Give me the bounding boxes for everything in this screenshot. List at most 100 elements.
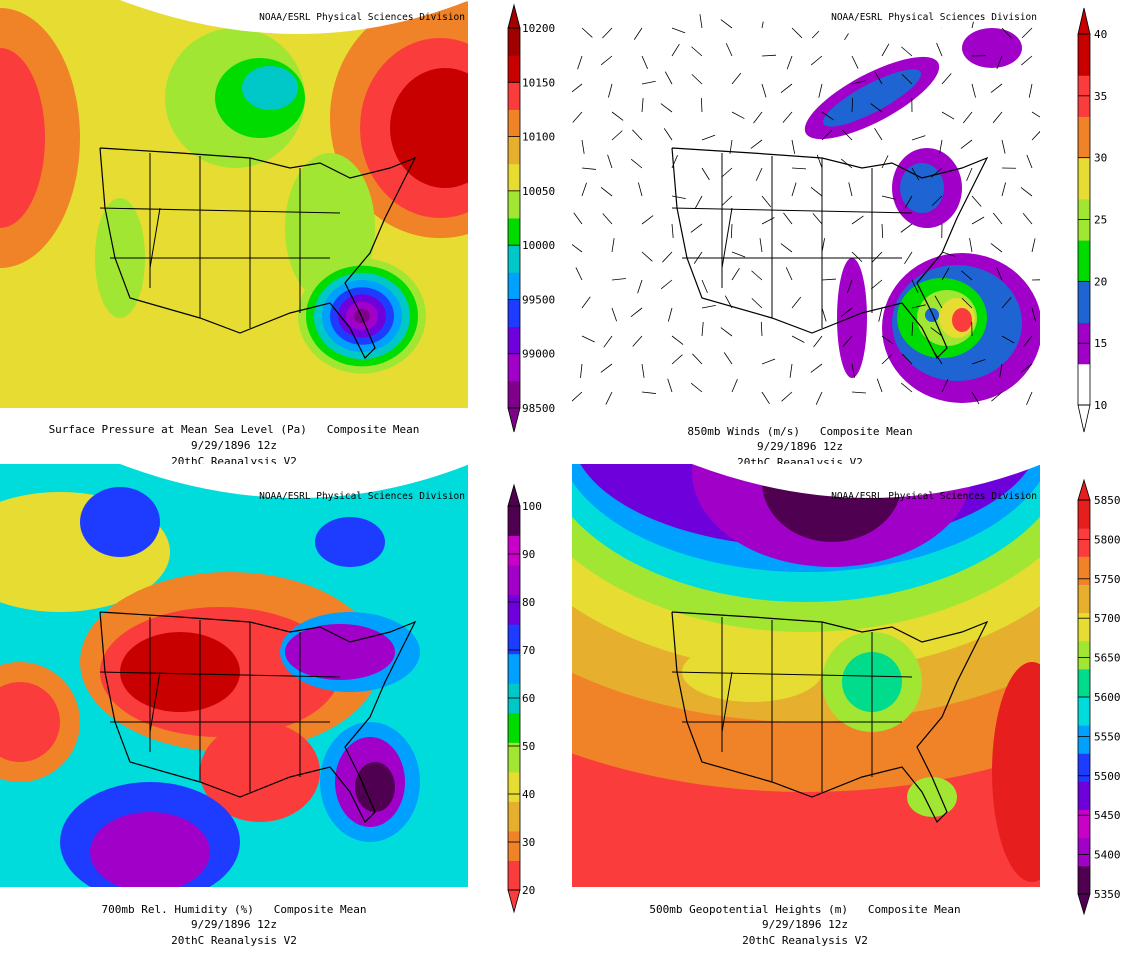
wind-arrow bbox=[1026, 391, 1033, 406]
wind-arrow bbox=[870, 103, 883, 113]
wind-arrow bbox=[671, 43, 680, 57]
wind-arrow bbox=[581, 27, 593, 38]
colorbar-band bbox=[1078, 668, 1090, 698]
wind-arrow bbox=[996, 266, 1003, 281]
contour-region bbox=[242, 66, 298, 110]
colorbar-label: 20 bbox=[1094, 275, 1107, 288]
wind-arrow bbox=[671, 195, 686, 200]
state-border bbox=[721, 207, 733, 269]
wind-arrow bbox=[780, 83, 793, 93]
wind-arrow bbox=[939, 139, 943, 154]
wind-arrow bbox=[900, 223, 913, 233]
wind-arrow bbox=[874, 127, 883, 141]
contour-region bbox=[0, 48, 45, 228]
colorbar-band bbox=[508, 245, 520, 273]
wind-arrow bbox=[871, 251, 883, 263]
colorbar-label: 80 bbox=[522, 596, 535, 609]
wind-arrow bbox=[962, 111, 973, 124]
wind-arrow bbox=[1022, 212, 1033, 225]
wind-arrow bbox=[581, 139, 585, 154]
colorbar-label: 40 bbox=[1094, 28, 1107, 41]
colorbar-label: 60 bbox=[522, 692, 535, 705]
wind-arrow bbox=[690, 223, 703, 233]
colorbar-band bbox=[1078, 528, 1090, 557]
wind-arrow bbox=[1023, 335, 1033, 348]
wind-arrow bbox=[667, 307, 673, 322]
colorbar-band bbox=[508, 82, 520, 110]
contour-region bbox=[120, 632, 240, 712]
wind-arrow bbox=[573, 212, 583, 225]
panel: NOAA/ESRL Physical Sciences Division 700m… bbox=[0, 464, 542, 947]
wind-arrow bbox=[701, 322, 704, 337]
wind-arrow bbox=[848, 182, 853, 197]
wind-arrow bbox=[720, 19, 733, 29]
colorbar-band bbox=[508, 771, 520, 802]
wind-arrow bbox=[600, 363, 613, 373]
wind-arrow bbox=[941, 73, 952, 85]
caption-dataset: 20thC Reanalysis V2 bbox=[742, 934, 868, 947]
wind-arrow bbox=[1021, 55, 1033, 66]
map bbox=[0, 0, 468, 408]
wind-arrow bbox=[961, 270, 973, 281]
wind-arrow bbox=[721, 167, 733, 178]
colorbar-label: 99500 bbox=[522, 293, 555, 306]
wind-arrow bbox=[876, 378, 883, 393]
colorbar-band bbox=[1078, 157, 1090, 200]
wind-arrow bbox=[791, 139, 796, 154]
colorbar-label: 10200 bbox=[522, 22, 555, 35]
contour-region bbox=[355, 762, 395, 812]
colorbar-top-arrow bbox=[1077, 7, 1091, 35]
colorbar-label: 50 bbox=[522, 740, 535, 753]
colorbar-band bbox=[1078, 837, 1090, 867]
contour-region bbox=[682, 642, 822, 702]
colorbar-label: 5550 bbox=[1094, 730, 1121, 743]
wind-arrow bbox=[851, 391, 866, 394]
wind-arrow bbox=[725, 43, 733, 57]
wind-arrow bbox=[870, 279, 883, 290]
wind-arrow bbox=[641, 215, 654, 225]
colorbar-band bbox=[508, 594, 520, 625]
wind-arrow bbox=[881, 223, 884, 239]
colorbar-bottom-arrow bbox=[507, 407, 521, 433]
wind-arrow bbox=[577, 55, 583, 70]
wind-arrow bbox=[783, 212, 793, 225]
wind-arrow bbox=[901, 353, 913, 365]
contour-region bbox=[837, 258, 867, 378]
wind-arrow bbox=[1026, 154, 1033, 169]
wind-arrow bbox=[1001, 297, 1012, 309]
wind-arrow bbox=[701, 279, 708, 294]
colorbar-band bbox=[508, 353, 520, 382]
wind-arrow bbox=[1001, 182, 1006, 197]
colorbar-top-arrow bbox=[1077, 478, 1091, 501]
map-edge-mask bbox=[692, 0, 1040, 34]
wind-arrow bbox=[611, 111, 624, 121]
wind-arrow bbox=[1028, 83, 1033, 98]
wind-arrow bbox=[731, 111, 745, 119]
wind-arrow bbox=[791, 167, 806, 170]
colorbar-band bbox=[508, 299, 520, 328]
wind-arrow bbox=[751, 270, 763, 281]
wind-arrow bbox=[641, 80, 656, 85]
wind-arrow bbox=[581, 167, 596, 170]
wind-arrow bbox=[911, 279, 919, 293]
wind-arrow bbox=[782, 111, 793, 123]
wind-arrow bbox=[821, 307, 827, 322]
map bbox=[572, 0, 1040, 408]
wind-arrow bbox=[581, 335, 595, 343]
wind-arrow bbox=[671, 354, 683, 365]
caption-title: 850mb Winds (m/s) Composite Mean bbox=[687, 425, 912, 438]
contour-region bbox=[200, 722, 320, 822]
wind-arrow bbox=[660, 279, 673, 290]
colorbar-label: 5800 bbox=[1094, 533, 1121, 546]
wind-arrow bbox=[874, 71, 883, 85]
wind-arrow bbox=[761, 195, 772, 208]
wind-arrow bbox=[941, 251, 956, 257]
wind-arrow bbox=[731, 378, 738, 393]
wind-arrow bbox=[840, 307, 853, 317]
wind-arrow bbox=[694, 195, 703, 209]
wind-arrow bbox=[600, 55, 613, 66]
panel: NOAA/ESRL Physical Sciences Division Surf… bbox=[0, 0, 555, 468]
contour-region bbox=[90, 812, 210, 887]
wind-arrow bbox=[821, 111, 834, 121]
panel: NOAA/ESRL Physical Sciences Division 500m… bbox=[572, 464, 1121, 947]
